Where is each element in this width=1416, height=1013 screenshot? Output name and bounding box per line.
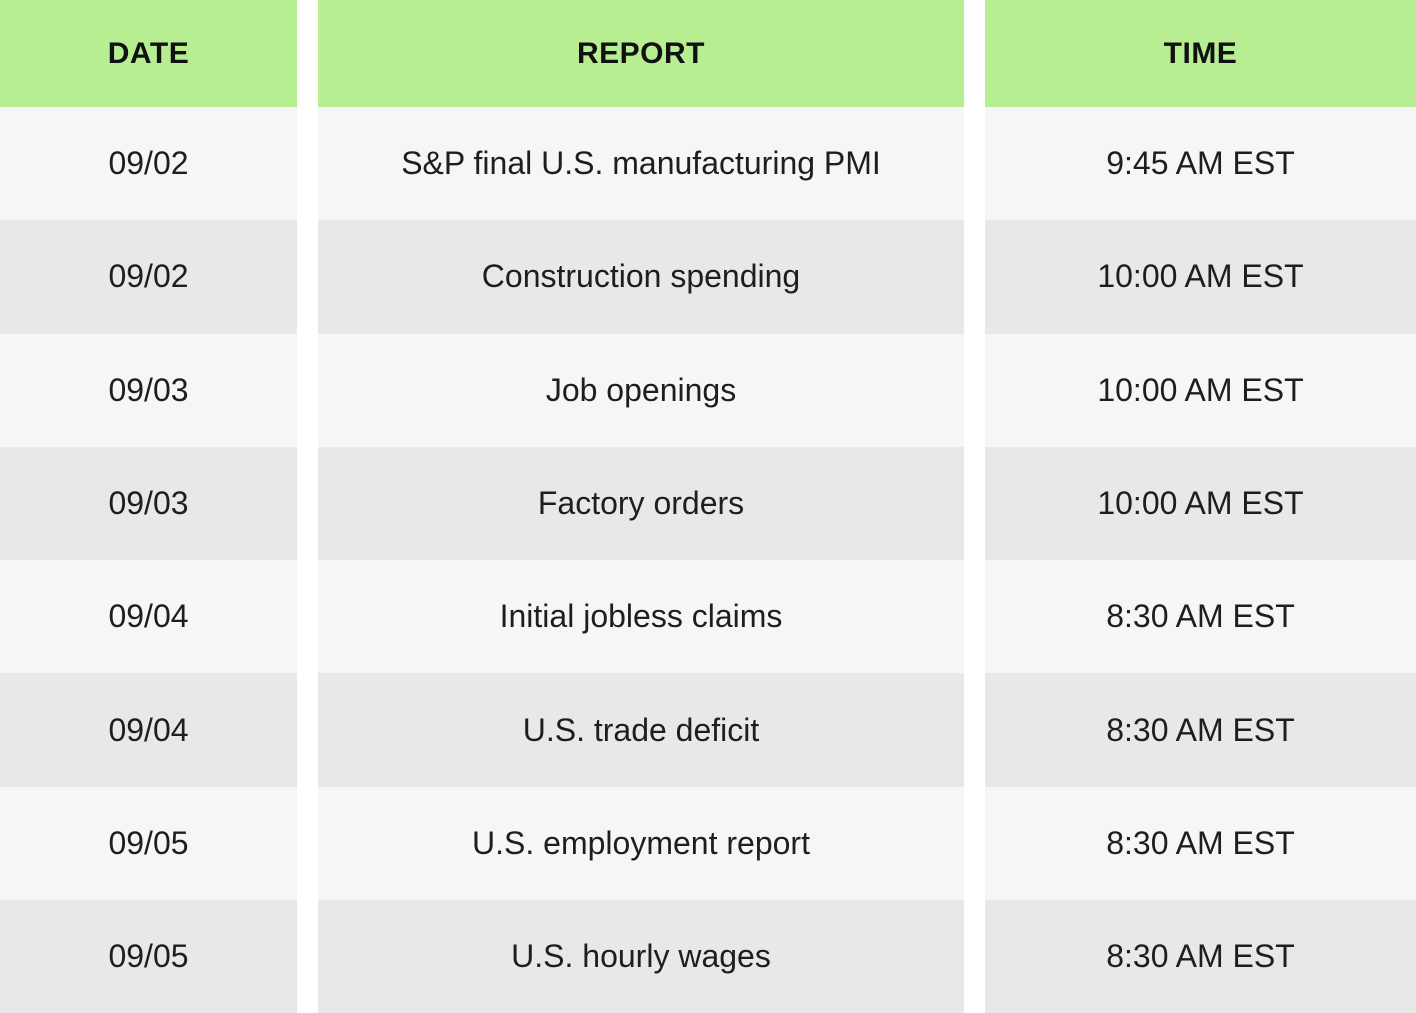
- table-cell-time: 8:30 AM EST: [985, 673, 1416, 787]
- column-header-time: TIME: [985, 0, 1416, 107]
- table-cell-date: 09/03: [0, 446, 297, 561]
- table-cell-time: 8:30 AM EST: [985, 786, 1416, 901]
- column-header-date: DATE: [0, 0, 297, 107]
- table-cell-date: 09/05: [0, 786, 297, 901]
- table-cell-time: 8:30 AM EST: [985, 560, 1416, 674]
- table-cell-report: U.S. employment report: [318, 786, 964, 901]
- table-cell-report: Factory orders: [318, 446, 964, 561]
- table-cell-date: 09/04: [0, 560, 297, 674]
- table-cell-date: 09/04: [0, 673, 297, 787]
- column-header-report: REPORT: [318, 0, 964, 107]
- table-cell-report: U.S. hourly wages: [318, 900, 964, 1013]
- table-cell-date: 09/05: [0, 900, 297, 1013]
- table-cell-time: 9:45 AM EST: [985, 107, 1416, 221]
- table-cell-time: 8:30 AM EST: [985, 900, 1416, 1013]
- table-cell-report: U.S. trade deficit: [318, 673, 964, 787]
- table-cell-report: Job openings: [318, 333, 964, 447]
- table-cell-report: S&P final U.S. manufacturing PMI: [318, 107, 964, 221]
- table-cell-date: 09/02: [0, 220, 297, 334]
- table-cell-report: Initial jobless claims: [318, 560, 964, 674]
- table-cell-report: Construction spending: [318, 220, 964, 334]
- table-cell-time: 10:00 AM EST: [985, 446, 1416, 561]
- table-cell-date: 09/02: [0, 107, 297, 221]
- table-cell-time: 10:00 AM EST: [985, 220, 1416, 334]
- table-cell-time: 10:00 AM EST: [985, 333, 1416, 447]
- table-cell-date: 09/03: [0, 333, 297, 447]
